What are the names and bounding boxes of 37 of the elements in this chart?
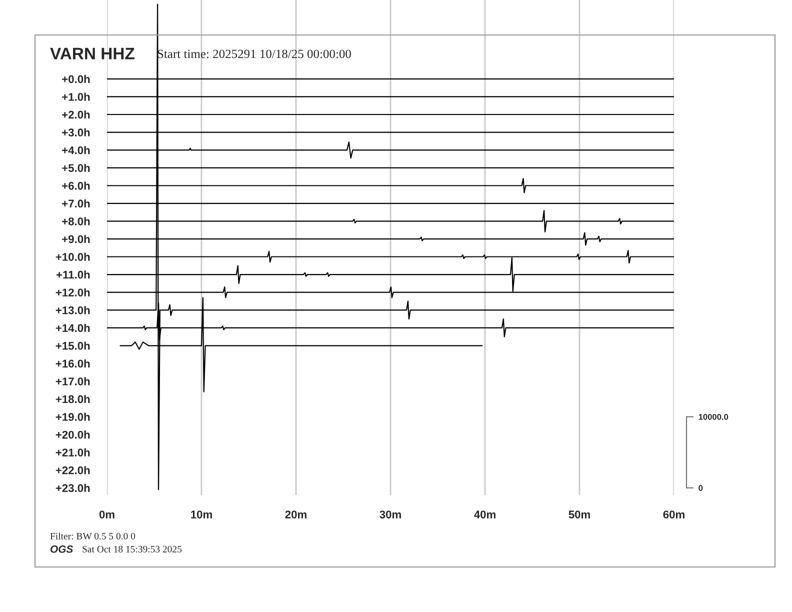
x-tick-label: 50m	[568, 510, 590, 518]
y-tick-label: +8.0h	[62, 217, 90, 226]
y-tick-label: +2.0h	[62, 110, 90, 119]
text: Sat Oct 18 15:39:53 2025	[82, 546, 182, 552]
y-tick-label: +18.0h	[56, 394, 90, 404]
y-tick-label: +4.0h	[62, 146, 90, 154]
y-tick-label: +21.0h	[56, 448, 90, 456]
x-tick-label: 0m	[99, 510, 114, 518]
y-tick-label: +22.0h	[56, 466, 90, 474]
y-tick-label: +7.0h	[62, 199, 90, 208]
y2-tick-label: 0	[698, 485, 703, 491]
y-tick-label: +10.0h	[56, 252, 90, 261]
text: VARN HHZ	[50, 48, 134, 60]
y-tick-label: +6.0h	[62, 182, 90, 190]
x-tick-label: 60m	[663, 510, 684, 518]
y-tick-label: +16.0h	[56, 359, 90, 368]
y-tick-label: +5.0h	[62, 164, 90, 172]
x-tick-label: 10m	[191, 510, 212, 518]
y-tick-label: +19.0h	[56, 412, 90, 421]
y-tick-label: +3.0h	[62, 128, 90, 136]
y2-tick-label: 10000.0	[698, 414, 728, 420]
y-tick-label: +11.0h	[56, 270, 90, 279]
x-tick-label: 20m	[285, 510, 306, 518]
y-tick-label: +15.0h	[56, 342, 90, 350]
y-tick-label: +12.0h	[56, 288, 90, 296]
y-tick-label: +1.0h	[62, 92, 90, 101]
text: OGS	[50, 545, 74, 553]
y-tick-label: +23.0h	[56, 484, 90, 492]
x-tick-label: 30m	[380, 510, 401, 518]
y-tick-label: +13.0h	[56, 306, 90, 314]
y-tick-label: +0.0h	[62, 74, 90, 84]
y-tick-label: +17.0h	[56, 377, 90, 386]
x-tick-label: 40m	[474, 510, 496, 518]
text: Filter: BW 0.5 5 0.0 0	[50, 532, 136, 540]
y-tick-label: +14.0h	[56, 324, 90, 332]
y-tick-label: +9.0h	[62, 234, 90, 244]
y-tick-label: +20.0h	[56, 430, 90, 439]
